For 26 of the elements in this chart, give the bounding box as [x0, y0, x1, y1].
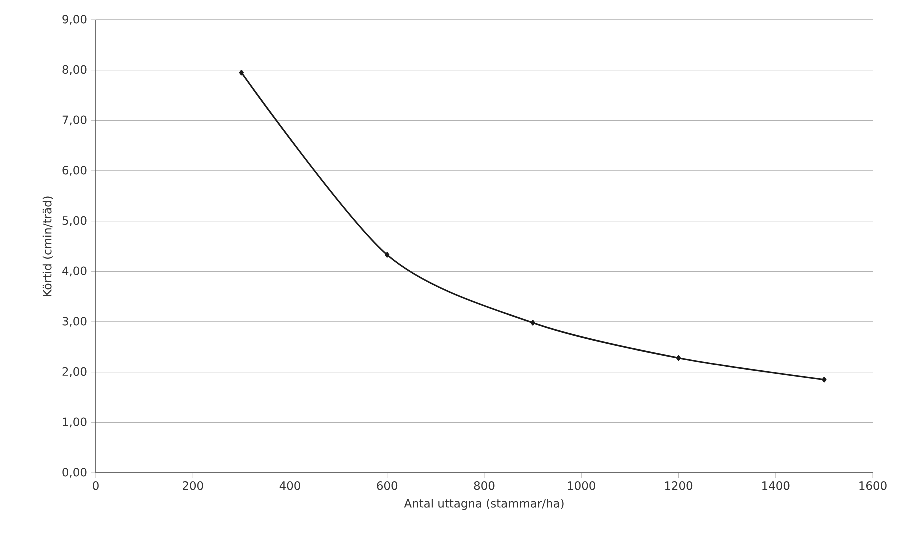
x-tick-label: 600 — [377, 482, 398, 490]
y-tick-label: 3,00 — [62, 317, 87, 327]
point — [385, 252, 390, 258]
y-tick-label: 6,00 — [62, 166, 87, 176]
x-tick-label: 0 — [93, 482, 99, 490]
y-tick-label: 0,00 — [62, 468, 87, 478]
point — [530, 320, 536, 326]
x-tick-label: 1000 — [568, 482, 596, 490]
x-tick-label: 1200 — [665, 482, 693, 490]
y-tick-label: 4,00 — [62, 266, 87, 277]
x-tick-label: 800 — [474, 482, 495, 490]
y-axis-title: Körtid (cmin/träd) — [42, 196, 54, 296]
point — [239, 70, 244, 76]
x-axis-title: Antal uttagna (stammar/ha) — [404, 499, 564, 510]
x-tick-label: 1600 — [860, 482, 887, 490]
y-tick-label: 1,00 — [63, 418, 87, 428]
x-tick-label: 1400 — [762, 482, 790, 490]
y-tick-label: 2,00 — [62, 367, 87, 378]
x-tick-label: 200 — [183, 482, 204, 490]
y-tick-label: 5,00 — [62, 216, 87, 226]
y-tick-label: 8,00 — [62, 65, 87, 76]
point — [676, 355, 682, 362]
y-tick-label: 9,00 — [62, 15, 87, 25]
x-tick-label: 400 — [280, 482, 300, 490]
point — [822, 377, 827, 383]
y-tick-label: 7,00 — [62, 116, 87, 126]
